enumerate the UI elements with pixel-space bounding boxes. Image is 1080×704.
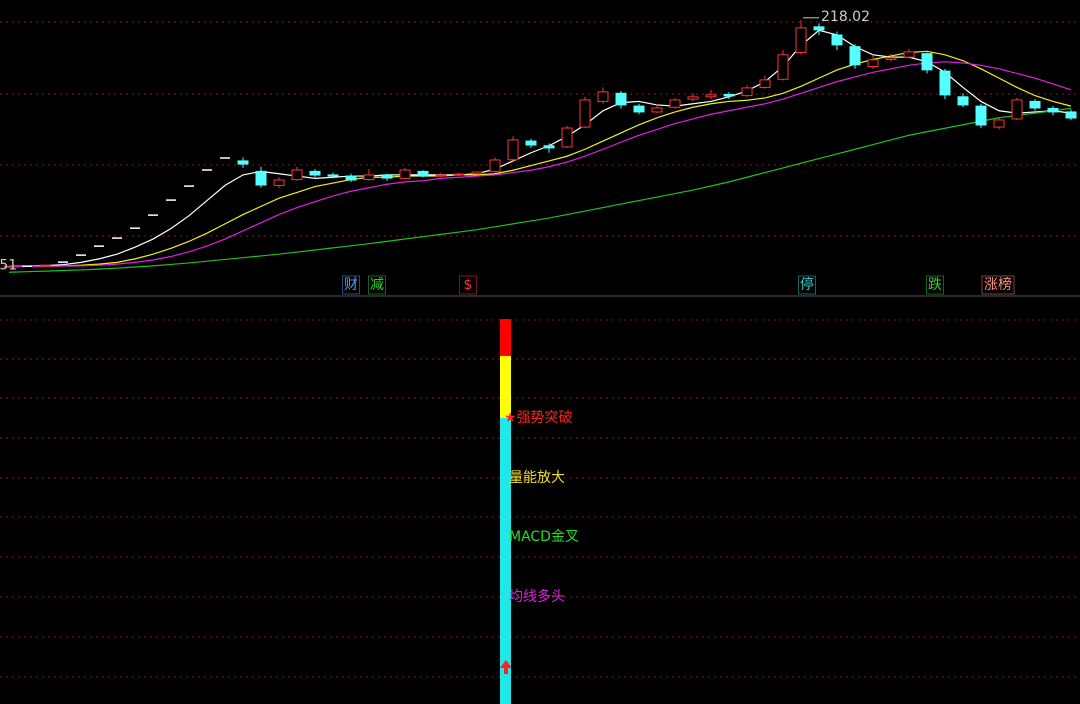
event-marker: 减	[370, 277, 384, 293]
candle-body	[921, 53, 933, 71]
candle-body	[1011, 99, 1023, 120]
signal-label: MACD金叉	[509, 529, 579, 545]
candle-body	[633, 105, 645, 113]
candle-body	[39, 264, 51, 267]
candle-body	[543, 145, 555, 149]
high-label: 218.02	[821, 9, 870, 25]
candle-body	[849, 46, 861, 66]
candle-body	[327, 174, 339, 177]
candle-body	[903, 51, 915, 58]
signal-label: ★强势突破	[504, 410, 573, 426]
moving-average-line	[9, 50, 1072, 267]
candle-body	[291, 169, 303, 181]
event-marker: 停	[800, 276, 814, 293]
candle-body	[237, 160, 249, 165]
candle-body	[1029, 100, 1041, 109]
signal-bar-segment	[500, 356, 511, 418]
candle-body	[561, 127, 573, 148]
candle-body	[975, 105, 987, 126]
candle-body	[939, 70, 951, 96]
candle-body	[525, 140, 537, 146]
event-marker: 财	[344, 277, 358, 293]
candle-body	[759, 79, 771, 88]
candle-body	[795, 27, 807, 53]
candle-body	[1065, 111, 1077, 119]
candle-body	[471, 171, 483, 175]
candle-body	[417, 170, 429, 177]
candle-body	[741, 87, 753, 97]
candle-body	[615, 92, 627, 106]
candle-body	[507, 139, 519, 161]
signal-bar-segment	[500, 319, 511, 356]
candle-body	[1047, 107, 1059, 113]
low-label: 5.51	[0, 258, 17, 274]
candle-body	[867, 59, 879, 67]
candle-body	[687, 96, 699, 100]
candle-body	[993, 119, 1005, 128]
candle-body	[885, 57, 897, 60]
candle-body	[381, 174, 393, 179]
event-marker: 跌	[928, 277, 942, 293]
signal-label: 均线多头	[509, 588, 565, 605]
candle-body	[345, 175, 357, 181]
event-marker-box	[368, 275, 386, 295]
candle-body	[255, 170, 267, 186]
candle-body	[489, 159, 501, 172]
candle-body	[273, 179, 285, 186]
candle-body	[453, 173, 465, 176]
candle-body	[705, 94, 717, 98]
candle-body	[777, 54, 789, 80]
candle-body	[399, 169, 411, 179]
candle-body	[813, 26, 825, 31]
candle-body	[597, 91, 609, 102]
grid	[0, 21, 1080, 678]
signal-bar-segment	[500, 418, 511, 704]
event-marker: $	[464, 277, 473, 293]
moving-average-line	[8, 29, 1072, 267]
candle-body	[669, 99, 681, 108]
event-marker-box	[798, 275, 816, 295]
event-marker-box	[981, 275, 1015, 295]
moving-average-line	[8, 107, 1072, 273]
candle-body	[309, 170, 321, 176]
event-marker-box	[926, 275, 944, 295]
candle-body	[363, 174, 375, 181]
signal-bar	[500, 319, 512, 704]
candle-body	[579, 99, 591, 128]
candle-body	[723, 93, 735, 97]
candle-body	[435, 174, 447, 177]
candle-body	[651, 107, 663, 113]
event-marker: 涨榜	[984, 276, 1012, 293]
arrow-icon	[500, 660, 512, 674]
candle-body	[957, 96, 969, 106]
event-marker-box	[342, 275, 360, 295]
candle-body	[3, 265, 15, 268]
signal-label: 量能放大	[509, 470, 565, 486]
event-marker-box	[459, 275, 477, 295]
moving-average-line	[9, 61, 1072, 268]
candle-body	[831, 34, 843, 46]
